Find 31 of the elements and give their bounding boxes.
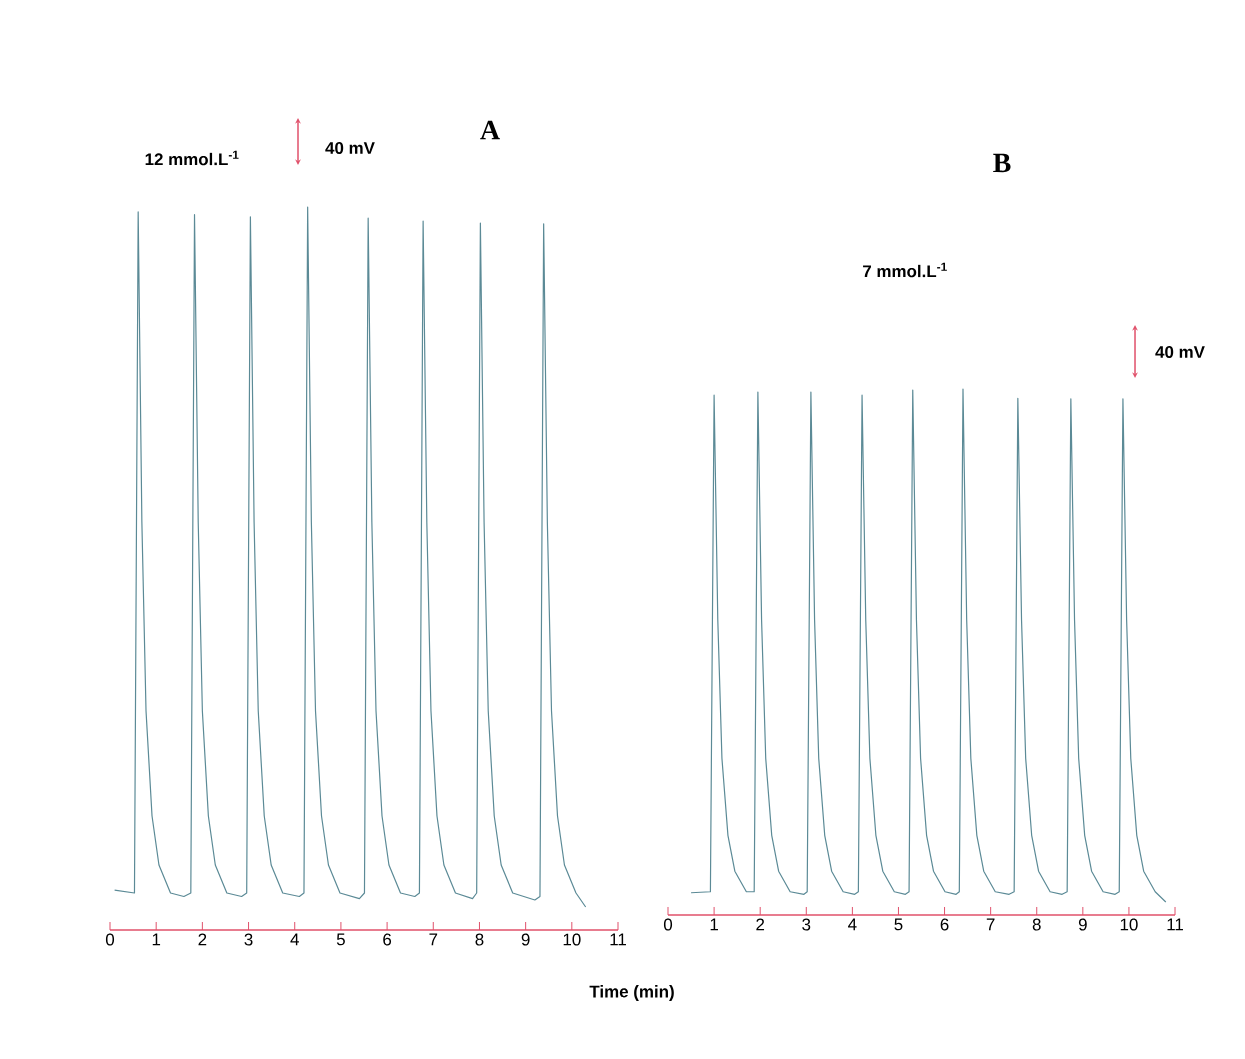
x-tick-label: 1 <box>710 918 718 931</box>
x-tick-label: 5 <box>336 933 345 946</box>
x-tick-label: 3 <box>802 918 811 931</box>
x-tick-label: 11 <box>1167 918 1183 931</box>
x-tick-label: 10 <box>1120 918 1138 931</box>
x-tick-label: 8 <box>1032 918 1041 931</box>
x-tick-label: 2 <box>756 918 765 931</box>
x-tick-label: 11 <box>610 933 626 946</box>
x-tick-label: 5 <box>894 918 903 931</box>
x-tick-label: 1 <box>152 933 161 946</box>
x-tick-label: 3 <box>244 933 253 946</box>
text: 40 mV <box>325 141 375 154</box>
text: 40 mV <box>1155 345 1205 358</box>
x-tick-label: 7 <box>429 933 438 946</box>
x-tick-label: 6 <box>383 933 392 946</box>
x-tick-label: 0 <box>105 933 115 946</box>
x-tick-label: 6 <box>940 918 949 931</box>
text: A <box>480 120 500 140</box>
x-tick-label: 0 <box>663 918 673 931</box>
x-tick-label: 10 <box>563 933 581 946</box>
x-tick-label: 7 <box>986 918 995 931</box>
x-tick-label: 4 <box>290 933 299 946</box>
text: B <box>993 153 1011 173</box>
x-tick-label: 8 <box>475 933 484 946</box>
text: 12 mmol.L$^{-1}$ <box>145 150 239 166</box>
x-tick-label: 4 <box>848 918 857 931</box>
x-tick-label: 2 <box>198 933 207 946</box>
x-axis-title: Time (min) <box>589 985 674 1001</box>
x-tick-label: 9 <box>521 933 530 946</box>
text: 7 mmol.L$^{-1}$ <box>863 262 947 278</box>
x-tick-label: 9 <box>1078 918 1087 931</box>
